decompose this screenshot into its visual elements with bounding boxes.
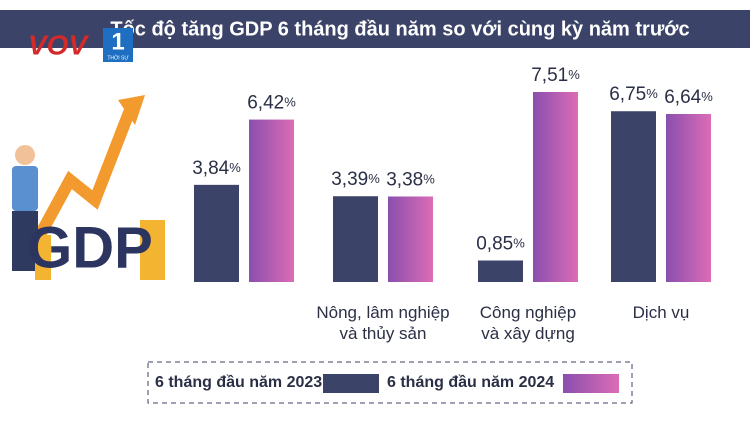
category-label: Nông, lâm nghiệp và thủy sản [316,303,450,343]
illustration-text: GDP [27,215,153,280]
legend-swatch [563,374,619,393]
logo-brand: VOV [28,29,89,60]
bar [249,119,294,282]
category-label: Công nghiệp và xây dựng [479,303,577,343]
value-label: 6,75% [609,84,658,105]
value-label: 3,84% [192,158,241,179]
coins [35,235,51,280]
value-label: 6,64% [664,87,713,108]
person-head [15,145,35,165]
logo-box [103,28,133,62]
bar [478,260,523,282]
value-label: 0,85% [476,234,525,255]
coins [140,220,165,280]
value-label: 7,51% [531,65,580,86]
legend-label: 6 tháng đầu năm 2024 [387,374,554,391]
logo-channel: 1 [111,28,124,55]
legend-swatch [323,374,379,393]
bar [194,184,239,282]
category-label: Dịch vụ [632,303,690,322]
person-legs [12,211,38,271]
arrow [34,107,136,238]
bar [333,196,378,282]
chart-title: Tốc độ tăng GDP 6 tháng đầu năm so với c… [110,18,689,40]
legend-box [147,361,633,404]
bar [533,92,578,282]
value-label: 3,39% [331,169,380,190]
person-body [12,166,38,211]
bar [611,111,656,283]
legend-label: 6 tháng đầu năm 2023 [155,374,322,391]
logo-tagline: THỜI SỰ [107,54,129,61]
value-label: 3,38% [386,170,435,191]
bar [666,114,711,282]
value-label: 6,42% [247,93,296,114]
bar [388,196,433,282]
arrow-head [118,95,145,125]
